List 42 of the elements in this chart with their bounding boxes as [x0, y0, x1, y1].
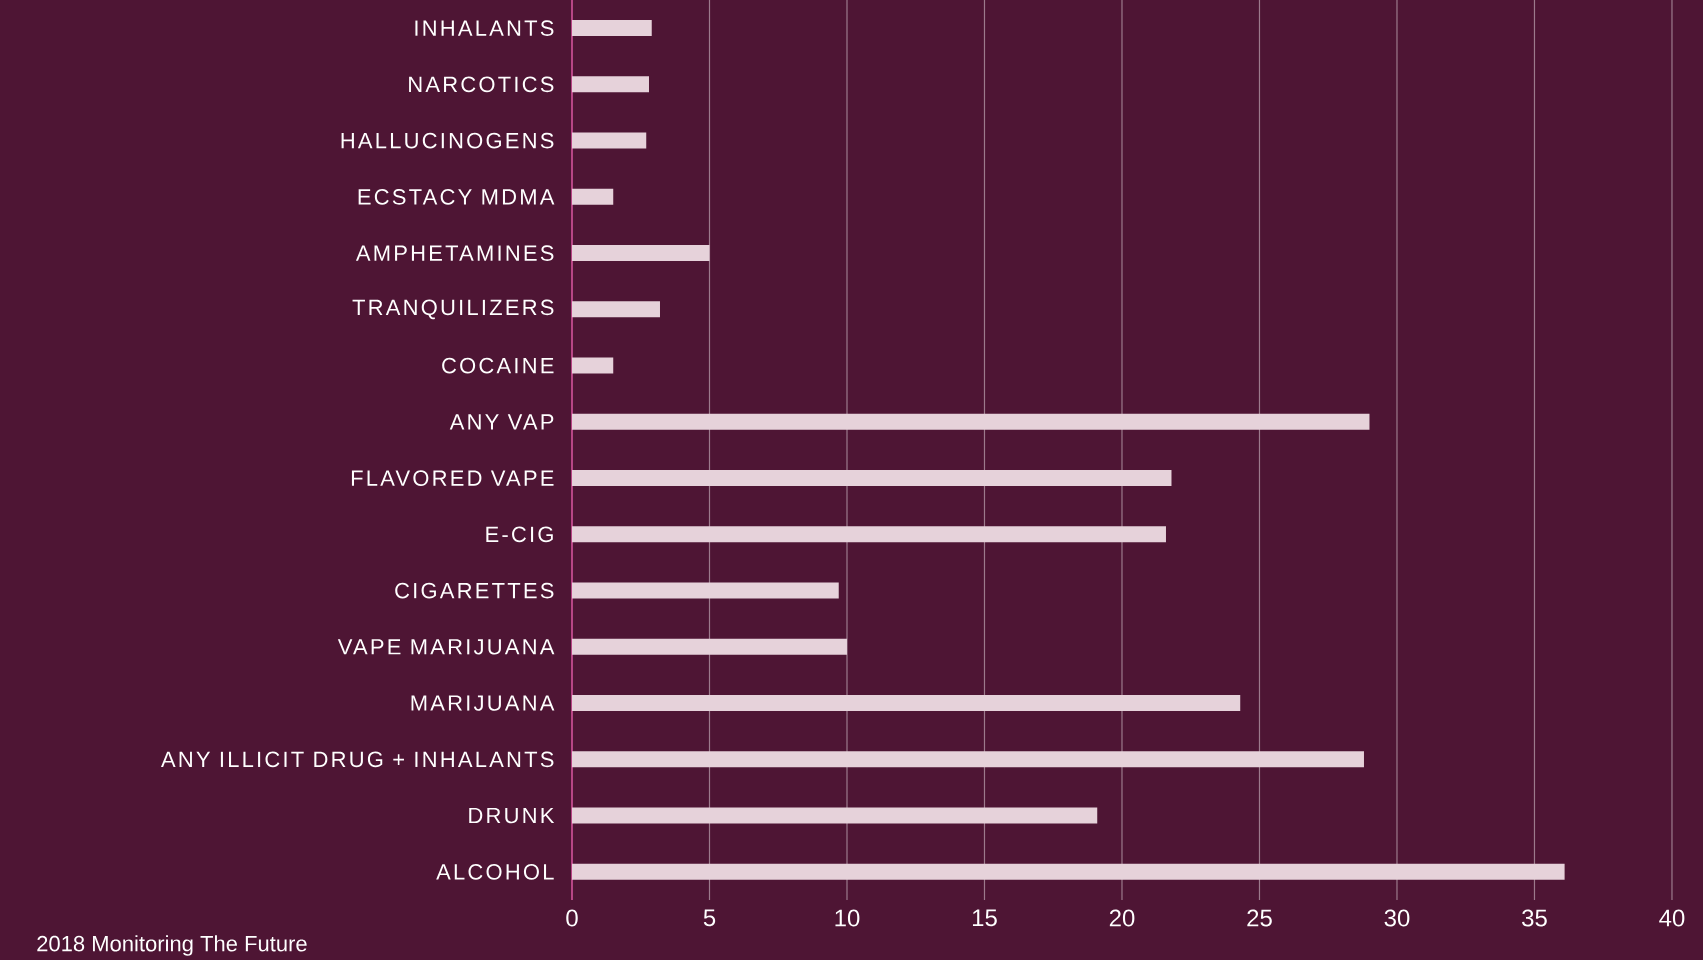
bar: [572, 357, 614, 374]
y-tick-label: MARIJUANA: [411, 695, 555, 711]
y-tick-label: AMPHETAMINES: [355, 245, 554, 261]
bar: [572, 863, 1565, 880]
y-tick-label: ECSTACY MDMA: [358, 189, 555, 205]
y-tick-label: ANY ILLICIT DRUG + INHALANTS: [161, 751, 554, 768]
y-tick-label: DRUNK: [469, 807, 555, 824]
x-tick-label: 5: [703, 909, 716, 927]
bar: [572, 751, 1364, 768]
y-tick-label: E-CIG: [486, 526, 553, 543]
x-tick-label: 25: [1247, 909, 1272, 927]
x-tick-label: 0: [566, 909, 578, 927]
y-tick-label: HALLUCINOGENS: [341, 132, 554, 149]
x-tick-label: 15: [972, 909, 997, 927]
y-tick-label: ALCOHOL: [436, 864, 554, 880]
bar: [572, 301, 660, 318]
bar: [572, 638, 847, 655]
text: 2018 Monitoring The Future: [37, 935, 307, 956]
bar: [572, 188, 614, 205]
bar: [572, 526, 1166, 543]
bar: [572, 470, 1172, 487]
y-tick-label: INHALANTS: [415, 20, 554, 36]
bar: [572, 807, 1098, 824]
bar: [572, 245, 710, 262]
y-tick-label: COCAINE: [442, 357, 554, 374]
x-tick-label: 10: [835, 909, 860, 927]
y-tick-label: CIGARETTES: [395, 582, 554, 599]
bar: [572, 132, 647, 149]
x-tick-label: 35: [1522, 909, 1547, 927]
y-tick-label: NARCOTICS: [409, 76, 554, 93]
y-tick-label: VAPE MARIJUANA: [337, 639, 555, 655]
y-tick-label: FLAVORED VAPE: [351, 470, 554, 486]
x-tick-label: 30: [1384, 909, 1410, 927]
y-tick-label: ANY VAP: [449, 414, 554, 430]
bar: [572, 413, 1370, 430]
y-tick-label: TRANQUILIZERS: [352, 299, 554, 320]
x-tick-label: 20: [1109, 909, 1135, 927]
bar: [572, 582, 839, 599]
bar: [572, 695, 1241, 712]
x-tick-label: 40: [1659, 909, 1685, 927]
bar: [572, 20, 652, 37]
bar: [572, 76, 649, 93]
